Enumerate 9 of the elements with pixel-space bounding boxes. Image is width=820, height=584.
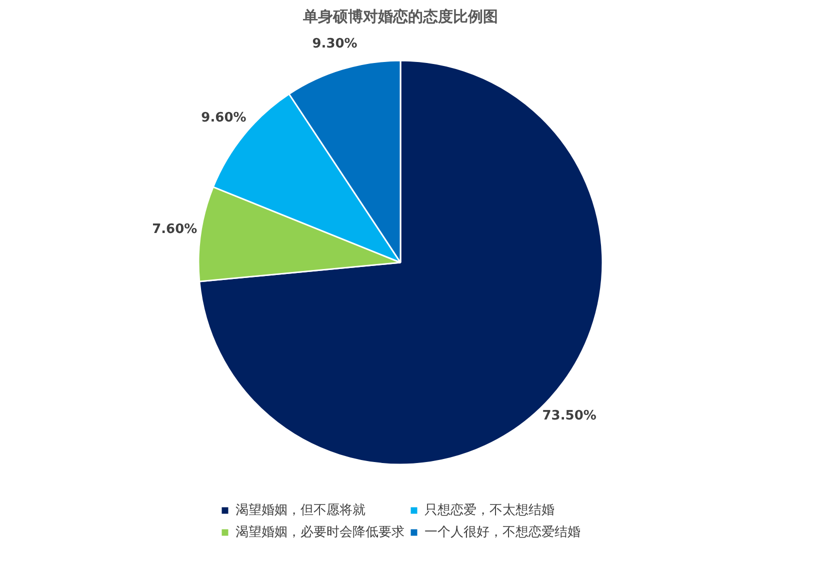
- data-label: 7.60%: [152, 222, 198, 238]
- legend-label: 只想恋爱，不太想结婚: [424, 502, 554, 519]
- data-label: 9.60%: [201, 110, 246, 126]
- legend-label: 渴望婚姻，但不愿将就: [236, 502, 366, 519]
- data-label: 9.30%: [312, 36, 358, 52]
- data-label: 73.50%: [542, 408, 596, 424]
- chart-title: 单身硕博对婚恋的态度比例图: [302, 8, 498, 26]
- legend-label: 渴望婚姻，必要时会降低要求: [236, 524, 404, 541]
- legend-label: 一个人很好，不想恋爱结婚: [424, 524, 580, 541]
